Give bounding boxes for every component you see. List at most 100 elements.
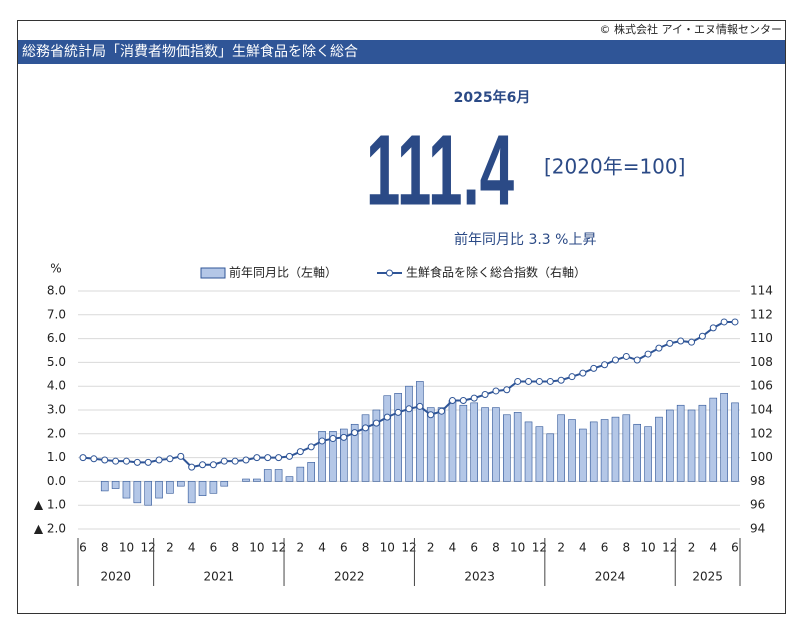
bar — [318, 431, 326, 482]
index-marker — [568, 373, 576, 381]
y-tick-label: ▲ 1.0 — [34, 498, 66, 512]
x-tick-label: 2 — [557, 541, 565, 555]
bar — [372, 409, 381, 482]
x-tick-label: 6 — [731, 541, 739, 555]
index-marker — [253, 454, 261, 462]
x-tick-label: 4 — [449, 541, 457, 555]
bar — [459, 404, 468, 482]
bar — [383, 395, 392, 482]
bar — [524, 421, 533, 482]
x-tick-label: 10 — [510, 541, 525, 555]
x-tick-label: 10 — [640, 541, 655, 555]
index-marker — [329, 435, 337, 443]
x-tick-label: 2 — [427, 541, 435, 555]
index-marker — [209, 461, 217, 469]
index-marker — [122, 457, 130, 465]
index-marker — [557, 376, 565, 384]
index-marker — [481, 391, 489, 399]
bar — [535, 426, 544, 482]
bar — [698, 404, 707, 482]
x-tick-label: 6 — [601, 541, 609, 555]
index-marker — [720, 318, 728, 326]
index-marker — [655, 344, 663, 352]
index-marker — [112, 457, 120, 465]
index-marker — [177, 452, 185, 460]
index-marker — [514, 377, 522, 385]
x-tick-label: 10 — [249, 541, 264, 555]
period: 2025年6月 — [454, 89, 531, 106]
index-marker — [394, 408, 402, 416]
index-marker — [666, 339, 674, 347]
index-marker — [590, 364, 598, 372]
bar — [600, 419, 609, 482]
bar — [209, 481, 218, 494]
x-tick-label: 2 — [166, 541, 174, 555]
index-marker — [307, 443, 315, 451]
bar — [633, 423, 642, 482]
legend-marker — [386, 269, 393, 277]
y2-tick-label: 108 — [750, 355, 773, 369]
y2-tick-label: 110 — [750, 331, 773, 345]
frame — [17, 20, 786, 614]
index-marker — [416, 402, 424, 410]
y-tick-label: 5.0 — [47, 355, 66, 369]
header-title: 総務省統計局「消費者物価指数」生鮮食品を除く総合 — [22, 43, 358, 60]
bar — [589, 421, 598, 482]
bar — [329, 431, 337, 482]
bar — [133, 481, 142, 504]
bar — [166, 481, 174, 494]
y-tick-label: 4.0 — [47, 379, 66, 393]
bar — [655, 416, 663, 482]
index-marker — [275, 454, 283, 462]
bar — [111, 481, 120, 489]
index-marker — [101, 456, 109, 464]
y2-tick-label: 106 — [750, 379, 773, 393]
index-marker — [503, 386, 511, 394]
bar — [394, 393, 402, 482]
index-marker — [709, 324, 717, 332]
index-marker — [231, 457, 239, 465]
index-marker — [438, 407, 446, 415]
index-marker — [688, 338, 696, 346]
index-marker — [427, 411, 435, 419]
index-marker — [144, 458, 152, 466]
index-marker — [459, 396, 467, 404]
index-marker — [546, 377, 554, 385]
y-tick-label: 0.0 — [47, 474, 66, 488]
index-marker — [644, 350, 652, 358]
y-tick-label: 8.0 — [47, 284, 66, 298]
bar — [263, 469, 272, 482]
year-label: 2025 — [692, 570, 723, 584]
y-tick-label: 3.0 — [47, 403, 66, 417]
bar — [155, 481, 163, 499]
copyright: © 株式会社 アイ・エヌ情報センター — [600, 22, 782, 36]
bar — [437, 407, 446, 482]
bar — [350, 423, 359, 482]
index-marker — [79, 454, 87, 462]
bar — [731, 402, 739, 482]
year-label: 2022 — [334, 570, 365, 584]
bar — [611, 416, 620, 482]
index-marker — [318, 437, 326, 445]
x-tick-label: 10 — [380, 541, 395, 555]
index-marker — [383, 413, 391, 421]
index-marker — [242, 456, 250, 464]
bar — [177, 481, 185, 487]
y-tick-label: 2.0 — [47, 426, 66, 440]
bar — [513, 412, 522, 482]
index-marker — [731, 318, 739, 326]
y2-tick-label: 96 — [750, 498, 765, 512]
legend-bar-swatch — [200, 267, 226, 279]
bar — [405, 385, 413, 482]
bar — [253, 478, 261, 482]
bar — [492, 407, 500, 482]
index-marker — [601, 361, 609, 369]
y2-tick-label: 94 — [750, 522, 765, 536]
y2-tick-label: 102 — [750, 426, 773, 440]
y-tick-label: 7.0 — [47, 307, 66, 321]
index-marker — [611, 356, 619, 364]
index-marker — [351, 429, 359, 437]
x-tick-label: 8 — [101, 541, 109, 555]
index-marker — [633, 356, 641, 364]
bar — [144, 481, 152, 506]
